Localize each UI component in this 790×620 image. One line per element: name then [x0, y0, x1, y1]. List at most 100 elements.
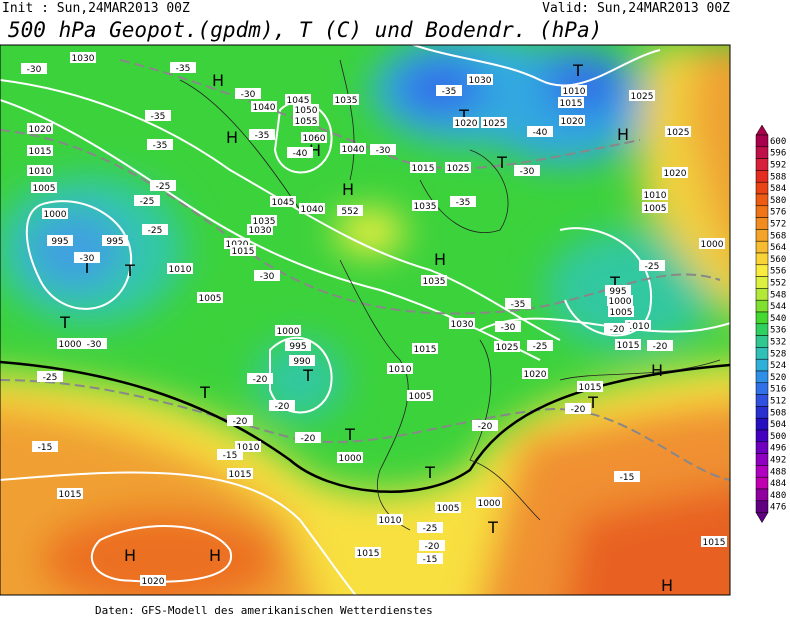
contour-label: 1015 [703, 538, 726, 548]
label-box [227, 468, 253, 479]
label-box [662, 167, 688, 178]
contour-label: -20 [478, 422, 493, 432]
label-box [527, 126, 553, 137]
contour-label: 1005 [610, 308, 633, 318]
label-box [607, 295, 633, 306]
label-box [472, 420, 498, 431]
contour-label: -30 [27, 65, 42, 75]
contour-label: 1000 [701, 240, 724, 250]
label-box [70, 52, 96, 63]
colorbar-label: 536 [770, 326, 786, 336]
colorbar-swatch [755, 335, 769, 348]
pressure-center: T [496, 153, 507, 172]
contour-label: 1010 [29, 167, 52, 177]
contour-label: -30 [376, 146, 391, 156]
label-box [251, 101, 277, 112]
contour-label: 1025 [496, 343, 519, 353]
contour-label: 1000 [44, 210, 67, 220]
pressure-center: T [124, 261, 135, 280]
label-box [445, 162, 471, 173]
map-title: 500 hPa Geopot.(gpdm), T (C) und Bodendr… [8, 18, 602, 42]
colorbar-label: 596 [770, 149, 786, 159]
colorbar-swatch [755, 488, 769, 502]
pressure-center: H [209, 546, 221, 565]
colorbar-label: 524 [770, 361, 786, 371]
colorbar-label: 548 [770, 290, 786, 300]
contour-label: 1015 [560, 99, 583, 109]
contour-label: 1020 [664, 169, 687, 179]
contour-label: -20 [253, 375, 268, 385]
pressure-center: T [487, 518, 498, 537]
colorbar-swatch [755, 170, 769, 183]
contour-label: 1010 [563, 87, 586, 97]
label-box [235, 441, 261, 452]
colorbar-label: 576 [770, 208, 786, 218]
colorbar-label: 500 [770, 432, 786, 442]
label-box [370, 144, 396, 155]
contour-label: -15 [38, 443, 53, 453]
contour-label: 1010 [627, 322, 650, 332]
valid-time: Valid: Sun,24MAR2013 00Z [542, 1, 730, 16]
label-box [435, 502, 461, 513]
colorbar-swatch [755, 465, 769, 478]
contour-label: -40 [293, 149, 308, 159]
contour-label: 1005 [199, 294, 222, 304]
label-box [625, 320, 651, 331]
colorbar-label: 592 [770, 161, 786, 171]
label-box [559, 115, 585, 126]
pressure-center: T [81, 258, 92, 277]
contour-label: 1020 [524, 370, 547, 380]
label-box [247, 373, 273, 384]
label-box [417, 522, 443, 533]
pressure-center: T [59, 313, 70, 332]
contour-label: -20 [653, 342, 668, 352]
contour-label: -30 [260, 272, 275, 282]
label-box [134, 195, 160, 206]
contour-label: 1005 [644, 204, 667, 214]
label-box [701, 536, 727, 547]
contour-label: 995 [51, 237, 68, 247]
contour-label: -15 [223, 451, 238, 461]
label-box [605, 285, 631, 296]
label-box [31, 182, 57, 193]
colorbar-swatch [755, 217, 769, 230]
label-box [615, 339, 641, 350]
label-box [217, 449, 243, 460]
colorbar-swatch [755, 382, 769, 395]
label-box [419, 540, 445, 551]
label-box [453, 117, 479, 128]
label-box [577, 381, 603, 392]
pressure-center: T [458, 106, 469, 125]
colorbar-tip [755, 124, 769, 136]
contour-label: 1030 [249, 226, 272, 236]
contour-label: -30 [241, 90, 256, 100]
contour-label: 1030 [72, 54, 95, 64]
label-box [295, 432, 321, 443]
label-box [410, 162, 436, 173]
contour-label: 1000 [609, 297, 632, 307]
colorbar-swatch [755, 394, 769, 407]
pressure-center: T [344, 425, 355, 444]
label-box [608, 306, 634, 317]
label-box [639, 260, 665, 271]
contour-label: -30 [87, 340, 102, 350]
contour-label: -25 [533, 342, 548, 352]
contour-label: -35 [511, 300, 526, 310]
label-box [74, 252, 100, 263]
label-box [449, 318, 475, 329]
label-box [269, 400, 295, 411]
contour-label: 1025 [483, 119, 506, 129]
contour-552 [0, 360, 730, 493]
label-box [287, 147, 313, 158]
contour-label: 995 [289, 342, 306, 352]
contour-label: -20 [610, 325, 625, 335]
colorbar-label: 480 [770, 491, 786, 501]
colorbar-swatch [755, 453, 769, 466]
contour-label: 1030 [451, 320, 474, 330]
contour-label: 1010 [169, 265, 192, 275]
label-box [301, 132, 327, 143]
contour-label: 990 [293, 357, 310, 367]
colorbar-label: 568 [770, 231, 786, 241]
